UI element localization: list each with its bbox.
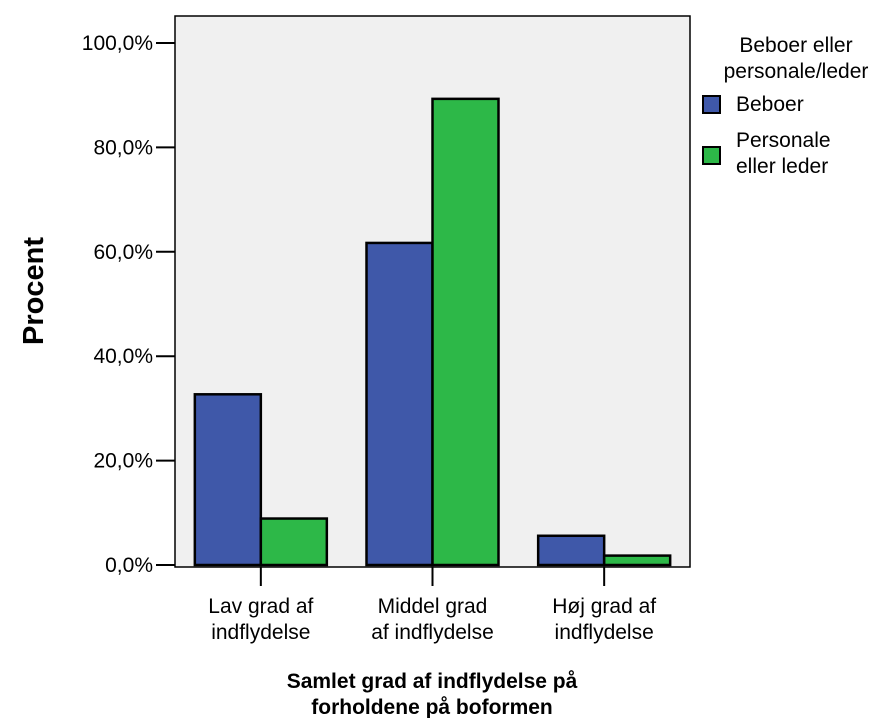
legend-title: Beboer eller personale/leder: [724, 34, 869, 83]
x-axis-title-text: Samlet grad af indflydelse på forholdene …: [287, 670, 578, 718]
bar-beboer-2: [536, 534, 606, 567]
y-tick-label: 40,0%: [93, 345, 153, 368]
bar-personale-2: [602, 554, 672, 567]
y-axis-title: Procent: [18, 237, 50, 345]
y-tick-label: 60,0%: [93, 241, 153, 264]
bar-beboer-1: [365, 241, 434, 567]
x-axis-title: Samlet grad af indflydelse på forholdene …: [287, 670, 578, 718]
y-tick-label: 0,0%: [105, 554, 153, 577]
x-tick-label: Lav grad af indflydelse: [208, 595, 313, 644]
bar-beboer-0: [193, 393, 263, 567]
y-tick-label: 80,0%: [93, 136, 153, 159]
x-axis: Lav grad af indflydelse Middel grad af indf…: [208, 567, 656, 644]
legend-swatch-beboer: [702, 95, 721, 114]
x-tick-label: Middel grad af indflydelse: [371, 595, 494, 644]
legend-label-personale: Personale eller leder: [736, 129, 831, 178]
legend-swatch-personale: [702, 146, 721, 165]
legend: Beboer eller personale/leder Beboer Persona…: [702, 34, 869, 178]
y-tick-label: 100,0%: [82, 32, 153, 55]
bar-personale-0: [259, 517, 329, 567]
bar-personale-1: [431, 97, 500, 567]
x-tick-label: Høj grad af indflydelse: [552, 595, 656, 644]
bars-group: [193, 97, 672, 567]
y-axis: 0,0% 20,0% 40,0% 60,0% 80,0% 100,0%: [82, 32, 175, 577]
legend-label-beboer: Beboer: [736, 93, 804, 116]
y-tick-label: 20,0%: [93, 450, 153, 473]
